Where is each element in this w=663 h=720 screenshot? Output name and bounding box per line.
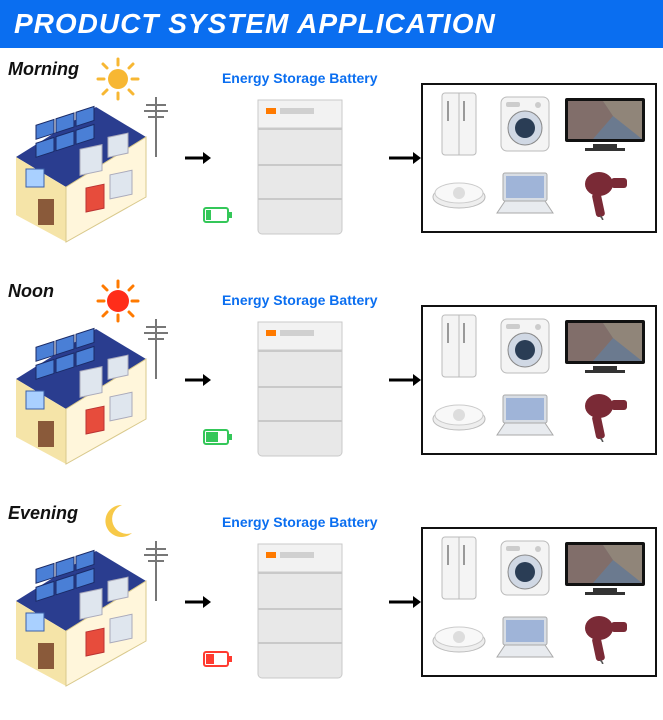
- battery-storage-icon: [240, 536, 360, 686]
- battery-storage-icon: [240, 314, 360, 464]
- appliances-box: [421, 83, 657, 233]
- battery-level-discharging-icon: [203, 650, 233, 673]
- house-column: Noon: [6, 287, 185, 474]
- arrow-to-battery: [185, 593, 211, 611]
- noon-sun-icon: [96, 279, 140, 328]
- arrow-to-battery: [185, 149, 211, 167]
- appliances-box: [421, 305, 657, 455]
- house-illustration: [6, 87, 185, 252]
- tv-icon: [563, 318, 647, 374]
- battery-title: Energy Storage Battery: [211, 70, 390, 86]
- header-title: PRODUCT SYSTEM APPLICATION: [14, 8, 496, 39]
- battery-title: Energy Storage Battery: [211, 514, 390, 530]
- battery-storage-icon: [240, 92, 360, 242]
- tv-icon: [563, 96, 647, 152]
- laptop-icon: [493, 171, 557, 217]
- laptop-icon: [493, 393, 557, 439]
- appliances-box: [421, 527, 657, 677]
- battery-column: Energy Storage Battery: [211, 292, 390, 469]
- time-label: Noon: [8, 281, 54, 302]
- fridge-icon: [440, 535, 478, 601]
- washing-machine-icon: [498, 316, 552, 376]
- house-column: Morning: [6, 65, 185, 252]
- house-illustration: [6, 309, 185, 474]
- tv-icon: [563, 540, 647, 596]
- washing-machine-icon: [498, 538, 552, 598]
- house-illustration: [6, 531, 185, 696]
- battery-title: Energy Storage Battery: [211, 292, 390, 308]
- hair-dryer-icon: [579, 612, 631, 664]
- arrow-to-appliances: [389, 593, 421, 611]
- moon-icon: [96, 501, 136, 546]
- robot-vacuum-icon: [431, 179, 487, 209]
- hair-dryer-icon: [579, 390, 631, 442]
- battery-column: Energy Storage Battery: [211, 514, 390, 691]
- arrow-to-appliances: [389, 149, 421, 167]
- laptop-icon: [493, 615, 557, 661]
- battery-level-charging-icon: [203, 206, 233, 229]
- house-column: Evening: [6, 509, 185, 696]
- scenario-rows: Morning: [0, 48, 663, 702]
- washing-machine-icon: [498, 94, 552, 154]
- robot-vacuum-icon: [431, 401, 487, 431]
- arrow-to-appliances: [389, 371, 421, 389]
- scenario-row: Noon: [6, 280, 657, 480]
- header-bar: PRODUCT SYSTEM APPLICATION: [0, 0, 663, 48]
- fridge-icon: [440, 313, 478, 379]
- time-label: Morning: [8, 59, 79, 80]
- hair-dryer-icon: [579, 168, 631, 220]
- battery-level-charging-icon: [203, 428, 233, 451]
- fridge-icon: [440, 91, 478, 157]
- robot-vacuum-icon: [431, 623, 487, 653]
- scenario-row: Morning: [6, 58, 657, 258]
- battery-column: Energy Storage Battery: [211, 70, 390, 247]
- scenario-row: Evening Energy Storage Battery: [6, 502, 657, 702]
- arrow-to-battery: [185, 371, 211, 389]
- morning-sun-icon: [96, 57, 140, 106]
- time-label: Evening: [8, 503, 78, 524]
